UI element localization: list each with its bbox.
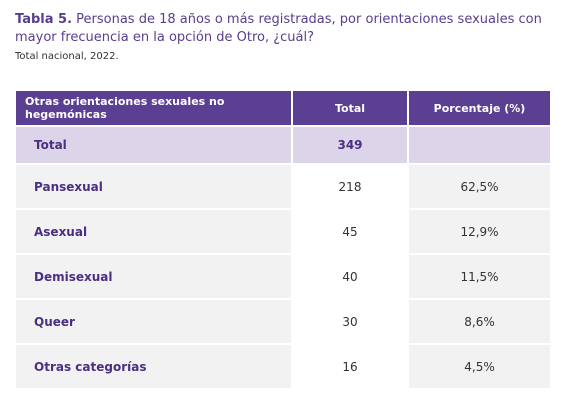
row-total: 45 [292, 208, 409, 254]
row-total: 30 [292, 298, 409, 344]
table-title: Personas de 18 años o más registradas, p… [15, 12, 542, 45]
header-row: Otras orientaciones sexuales no hegemóni… [16, 91, 550, 126]
row-label: Otras categorías [16, 343, 293, 388]
table-row: Asexual 45 12,9% [16, 208, 550, 254]
table-row: Queer 30 8,6% [16, 298, 550, 344]
row-percent: 12,9% [408, 208, 550, 254]
row-percent: 8,6% [408, 298, 550, 344]
row-total: 16 [292, 343, 409, 388]
column-header-orientation: Otras orientaciones sexuales no hegemóni… [16, 91, 293, 126]
row-total: 40 [292, 253, 409, 299]
table-subtitle: Total nacional, 2022. [15, 51, 119, 62]
row-label: Pansexual [16, 163, 293, 209]
row-percent: 11,5% [408, 253, 550, 299]
row-label: Asexual [16, 208, 293, 254]
row-label: Demisexual [16, 253, 293, 299]
row-total: 218 [292, 163, 409, 209]
table-row: Otras categorías 16 4,5% [16, 343, 550, 388]
total-row: Total 349 [16, 125, 550, 164]
total-value: 349 [292, 125, 409, 164]
row-percent: 62,5% [408, 163, 550, 209]
table-row: Pansexual 218 62,5% [16, 163, 550, 209]
table-caption: Tabla 5. Personas de 18 años o más regis… [15, 11, 555, 47]
total-label: Total [16, 125, 293, 164]
data-table: Otras orientaciones sexuales no hegemóni… [16, 91, 550, 388]
table-row: Demisexual 40 11,5% [16, 253, 550, 299]
row-percent: 4,5% [408, 343, 550, 388]
total-percent [408, 125, 550, 164]
column-header-total: Total [292, 91, 409, 126]
column-header-percent: Porcentaje (%) [408, 91, 550, 126]
table-number: Tabla 5. [15, 12, 73, 27]
row-label: Queer [16, 298, 293, 344]
